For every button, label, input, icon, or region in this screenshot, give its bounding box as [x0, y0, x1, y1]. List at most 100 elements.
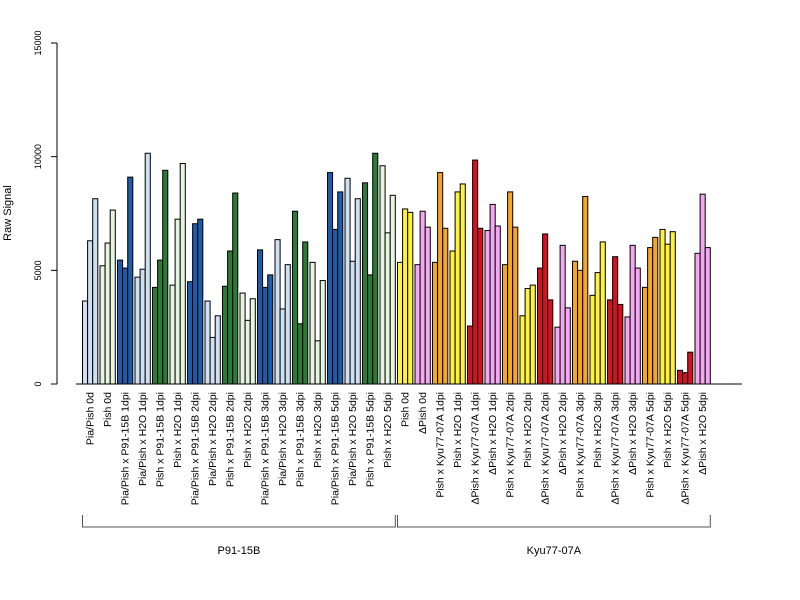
bar [414, 264, 421, 385]
bar [472, 159, 479, 385]
bar [354, 198, 361, 385]
x-tick-label: Pish x P91-15B 2dpi [225, 392, 237, 487]
bar [214, 315, 221, 385]
bar [589, 294, 596, 385]
bar [92, 198, 99, 385]
x-tick-label: Pia/Pish x H2O 1dpi [137, 392, 149, 486]
bar [372, 152, 379, 385]
bar [344, 177, 351, 385]
x-tick-label: Pish x H2O 3dpi [592, 392, 604, 468]
bar [477, 227, 484, 385]
bar [529, 284, 536, 385]
x-tick-label: ΔPish x Kyu77-07A 2dpi [540, 392, 552, 505]
bar [494, 225, 501, 385]
bar [442, 227, 449, 385]
bar [512, 226, 519, 385]
bar [664, 243, 671, 385]
bar [204, 300, 211, 385]
bar [139, 268, 146, 385]
bar [407, 211, 414, 385]
group-label: Kyu77-07A [527, 545, 582, 557]
x-tick-label: Pish x H2O 2dpi [522, 392, 534, 468]
bar [677, 369, 684, 385]
bar [302, 241, 309, 385]
x-tick-label: Pia/Pish x P91-15B 1dpi [120, 392, 132, 505]
bar [402, 208, 409, 385]
x-tick-label: Pia/Pish x H2O 5dpi [347, 392, 359, 486]
bar [519, 315, 526, 385]
bar [607, 299, 614, 385]
x-tick-labels: Pia/Pish 0d Pish 0d Pia/Pish x P91-15B 1dp… [85, 392, 710, 505]
bar [564, 307, 571, 385]
x-tick-label: Pish 0d [102, 392, 114, 427]
bar [232, 192, 239, 385]
x-tick-label: ΔPish x H2O 1dpi [487, 392, 499, 475]
bar [669, 231, 676, 385]
bar [467, 325, 474, 385]
x-tick-label: Pia/Pish x P91-15B 5dpi [330, 392, 342, 505]
bar [309, 261, 316, 385]
bar [629, 244, 636, 385]
bar [419, 210, 426, 385]
y-tick-label: 0 [33, 381, 43, 386]
bar [599, 241, 606, 385]
bar [144, 152, 151, 385]
x-tick-label: Pish x Kyu77-07A 1dpi [435, 392, 447, 498]
bar [117, 259, 124, 385]
bar [319, 280, 326, 385]
bar [379, 165, 386, 385]
bar [634, 267, 641, 385]
bar [699, 193, 706, 385]
x-tick-label: Pish x H2O 5dpi [662, 392, 674, 468]
x-tick-label: ΔPish x Kyu77-07A 1dpi [470, 392, 482, 505]
y-axis-label: Raw Signal [2, 185, 14, 241]
bar [384, 232, 391, 385]
bar [454, 191, 461, 385]
bar [537, 267, 544, 385]
bar [647, 247, 654, 385]
group-bracket [82, 515, 396, 528]
x-tick-label: Pia/Pish x P91-15B 3dpi [260, 392, 272, 505]
x-tick-label: Pish x P91-15B 1dpi [155, 392, 167, 487]
bar [257, 249, 264, 385]
bar [432, 261, 439, 385]
bar [572, 260, 579, 385]
bar [542, 233, 549, 385]
group-brackets: P91-15B Kyu77-07A [82, 515, 711, 557]
bar [192, 223, 199, 385]
bar [624, 316, 631, 385]
bar [659, 228, 666, 385]
x-tick-label: Pish x H2O 5dpi [382, 392, 394, 468]
bar [642, 286, 649, 385]
bar [687, 351, 694, 385]
bar [209, 336, 216, 385]
x-tick-label: Pia/Pish 0d [85, 392, 97, 445]
bar [99, 265, 106, 385]
bar [582, 195, 589, 385]
bar [174, 218, 181, 385]
bar [559, 244, 566, 385]
bar [284, 264, 291, 385]
x-tick-label: Pia/Pish x H2O 2dpi [207, 392, 219, 486]
bar [612, 256, 619, 385]
bar [459, 183, 466, 385]
bar [152, 286, 159, 385]
bar [127, 176, 134, 385]
bar [547, 299, 554, 385]
bars [82, 152, 711, 385]
bar [502, 264, 509, 385]
bar [389, 194, 396, 385]
bar [489, 203, 496, 385]
bar [297, 323, 304, 385]
bar [437, 172, 444, 385]
bar [239, 292, 246, 385]
bar [337, 191, 344, 385]
bar [524, 288, 531, 385]
bar [507, 191, 514, 385]
x-tick-label: Pish 0d [400, 392, 412, 427]
group-bracket [397, 515, 711, 528]
bar [314, 340, 321, 385]
bar [449, 250, 456, 385]
bar [554, 326, 561, 385]
bar [262, 286, 269, 385]
